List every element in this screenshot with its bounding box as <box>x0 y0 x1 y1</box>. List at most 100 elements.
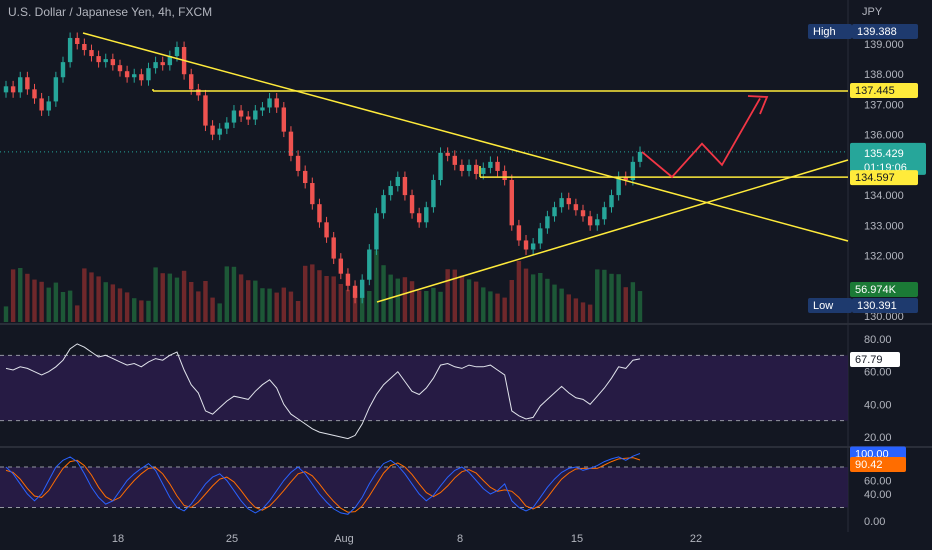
volume-bar <box>324 276 329 322</box>
rsi-value-badge-bg <box>850 351 900 367</box>
candle-body <box>459 164 465 171</box>
candle-body <box>509 180 514 226</box>
volume-bar <box>580 302 586 322</box>
volume-bar <box>359 294 365 322</box>
volume-bar <box>310 264 315 322</box>
volume-bar <box>459 275 465 322</box>
last-price-value: 135.429 <box>864 148 904 160</box>
volume-bar <box>96 276 101 322</box>
stoch-d-line <box>5 457 641 513</box>
volume-bar <box>67 290 73 322</box>
resistance-level-badge: 137.445 <box>855 85 895 97</box>
candle-body <box>452 155 457 165</box>
volume-bar <box>89 272 94 322</box>
volume-bar <box>473 281 479 322</box>
candle-body <box>39 98 44 111</box>
candle-body <box>217 128 222 135</box>
candle-body <box>359 279 365 298</box>
volume-bar <box>60 292 66 322</box>
candle-body <box>431 180 436 208</box>
candle-body <box>274 98 279 108</box>
volume-bar <box>559 288 564 322</box>
volume-bar <box>167 273 173 322</box>
stoch-k-line <box>5 453 641 515</box>
candle-body <box>602 207 607 220</box>
candle-body <box>374 213 379 250</box>
volume-bar <box>502 297 507 322</box>
candle-body <box>96 56 101 63</box>
volume-bar <box>231 266 237 322</box>
candle-body <box>559 198 564 208</box>
volume-bar <box>602 269 607 322</box>
time-tick-label: 8 <box>457 533 463 545</box>
candle-body <box>516 225 522 241</box>
price-tick-label: 133.000 <box>864 220 904 232</box>
candle-body <box>124 71 130 78</box>
resistance-level-badge-bg <box>850 82 918 98</box>
candle-body <box>367 249 372 280</box>
volume-bar <box>288 291 294 322</box>
stoch-d-value-badge: 90.42 <box>855 459 883 471</box>
candle-body <box>224 122 230 129</box>
volume-bar <box>573 298 579 322</box>
time-tick-label: Aug <box>334 533 354 545</box>
volume-bar <box>146 300 151 322</box>
candle-body <box>288 131 294 156</box>
volume-bar <box>445 269 450 322</box>
volume-bar <box>495 293 500 322</box>
volume-bar <box>53 282 59 322</box>
low-label-bg <box>808 298 852 313</box>
volume-bar <box>189 282 194 322</box>
volume-bar <box>82 268 87 322</box>
volume-bar <box>466 279 472 322</box>
volume-bar <box>566 294 571 322</box>
candle-body <box>75 37 80 44</box>
volume-badge: 56.974K <box>855 284 897 296</box>
volume-bar <box>181 270 187 322</box>
candle-body <box>210 125 215 135</box>
volume-bar <box>530 274 536 322</box>
volume-bar <box>623 287 628 322</box>
candle-body <box>630 161 636 180</box>
candle-body <box>281 107 287 132</box>
candle-body <box>595 219 600 226</box>
low-value-badge-bg <box>852 298 918 313</box>
candle-body <box>203 95 208 126</box>
volume-bar <box>103 282 108 322</box>
volume-bar <box>267 288 272 322</box>
volume-bar <box>46 287 51 322</box>
candle-body <box>409 195 415 214</box>
candle-body <box>609 195 614 208</box>
volume-bar <box>616 274 621 322</box>
candle-body <box>110 59 116 66</box>
volume-bar <box>196 291 201 322</box>
volume-bar <box>317 270 322 322</box>
price-tick-label: 130.000 <box>864 311 904 323</box>
candle-body <box>295 155 301 171</box>
low-value-badge: 130.391 <box>857 300 897 312</box>
candle-body <box>552 207 557 217</box>
volume-bar <box>117 288 123 322</box>
volume-bar <box>160 273 165 322</box>
candle-body <box>424 207 429 223</box>
volume-bar <box>331 276 336 322</box>
candle-body <box>103 59 108 63</box>
volume-bar <box>203 281 208 322</box>
candle-body <box>46 101 51 111</box>
time-tick-label: 18 <box>112 533 124 545</box>
candle-body <box>637 151 643 162</box>
rsi-tick-label: 40.00 <box>864 399 892 411</box>
stoch-tick-label: 40.00 <box>864 489 892 501</box>
candle-body <box>538 228 543 244</box>
volume-bar <box>253 280 258 322</box>
volume-bar <box>545 278 550 322</box>
volume-bar <box>416 290 422 322</box>
candle-body <box>238 110 244 117</box>
price-tick-label: 137.000 <box>864 99 904 111</box>
volume-bar <box>367 291 372 322</box>
volume-bar <box>124 292 130 322</box>
volume-bar <box>587 304 593 322</box>
volume-bar <box>395 278 401 322</box>
price-tick-label: 132.000 <box>864 251 904 263</box>
